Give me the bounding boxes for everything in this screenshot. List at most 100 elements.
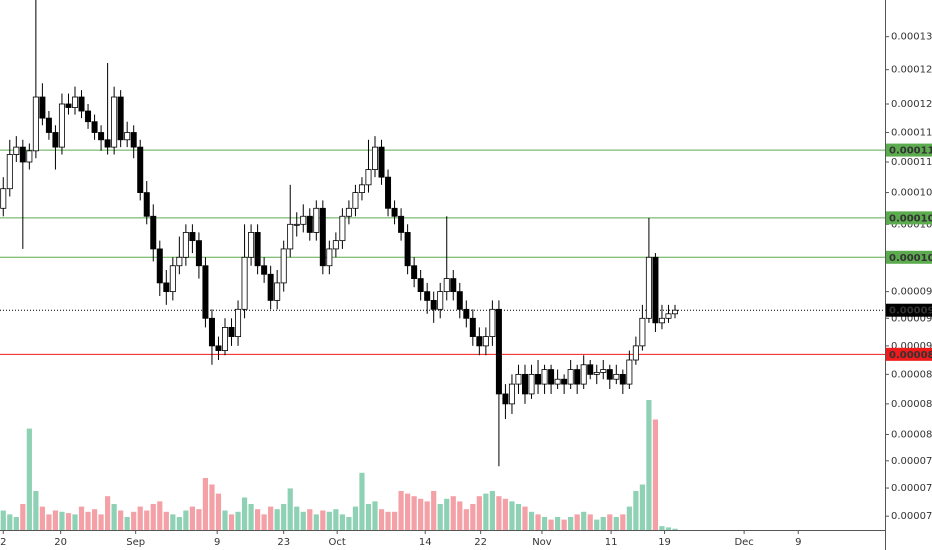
candle-body: [593, 372, 600, 375]
candle-body: [78, 96, 85, 112]
candle-body: [117, 96, 124, 141]
volume-bar: [548, 519, 554, 530]
candle-body: [195, 240, 202, 267]
candle-body: [274, 282, 281, 301]
volume-bar: [515, 504, 522, 530]
candle-body: [85, 110, 92, 123]
price-badge-label: 0.0000939: [889, 306, 932, 317]
volume-bar: [261, 514, 267, 530]
volume-bar: [613, 517, 619, 530]
candle-body: [665, 313, 672, 319]
candle-body: [221, 326, 228, 351]
candle-body: [39, 96, 46, 119]
candle-body: [98, 132, 105, 141]
volume-bar: [646, 400, 652, 530]
volume-bar: [424, 501, 430, 530]
candle-body: [528, 373, 535, 395]
candle-body: [52, 132, 59, 148]
candle-body: [45, 117, 52, 133]
candle-body: [613, 373, 620, 380]
volume-bar: [228, 514, 235, 530]
candle-body: [150, 215, 157, 250]
x-tick-label: 9: [214, 537, 220, 548]
candle-body: [437, 291, 444, 310]
candle-body: [287, 223, 294, 250]
volume-bar: [372, 501, 378, 530]
volume-bar: [535, 514, 541, 530]
candle-body: [235, 308, 242, 337]
candle-body: [267, 273, 274, 301]
candle-body: [280, 248, 287, 284]
candle-body: [65, 103, 72, 108]
candle-body: [137, 146, 144, 193]
volume-bar: [7, 514, 13, 530]
volume-bar: [13, 517, 19, 530]
volume-bar: [476, 496, 482, 530]
candle-body: [26, 150, 33, 163]
volume-bar: [437, 504, 443, 530]
volume-bar: [339, 514, 345, 530]
volume-bar: [235, 511, 241, 530]
volume-bar: [300, 511, 306, 530]
candle-body: [548, 369, 555, 385]
volume-bar: [385, 511, 391, 530]
candle-body: [626, 359, 633, 385]
candle-body: [176, 256, 183, 267]
volume-bar: [365, 504, 372, 530]
candle-body: [587, 364, 594, 375]
volume-bar: [359, 472, 365, 530]
y-tick-label: 0.0001300: [891, 32, 932, 43]
volume-bar: [489, 491, 495, 530]
candle-body: [567, 369, 574, 385]
volume-bar: [124, 517, 130, 530]
candle-body: [606, 369, 613, 380]
candle-body: [202, 265, 209, 319]
volume-bar: [568, 517, 574, 530]
volume-bar: [346, 517, 352, 530]
x-tick-label: 14: [419, 537, 432, 548]
volume-bar: [444, 498, 450, 530]
volume-bar: [111, 504, 117, 530]
candle-body: [600, 369, 607, 373]
candle-body: [371, 146, 378, 170]
volume-bar: [0, 510, 6, 530]
candle-body: [443, 278, 450, 293]
volume-bar: [137, 506, 143, 530]
volume-bar: [326, 511, 332, 530]
candle-body: [32, 96, 39, 152]
volume-bar: [215, 493, 222, 530]
volume-bar: [672, 528, 678, 530]
price-badge: [886, 211, 932, 225]
y-tick-label: 0.0000760: [891, 483, 932, 494]
volume-bar: [281, 504, 287, 530]
candle-body: [0, 188, 7, 209]
y-tick-label: 0.0000900: [891, 341, 932, 352]
volume-bar: [352, 506, 359, 530]
candle-body: [645, 256, 652, 319]
candle-body: [104, 139, 111, 148]
y-tick-label: 0.0001250: [891, 65, 932, 76]
volume-bar: [626, 506, 632, 530]
price-badge-label: 0.0001000: [889, 253, 932, 264]
volume-bar: [65, 513, 72, 530]
candle-body: [450, 278, 457, 293]
candle-body: [326, 248, 333, 267]
candle-body: [672, 309, 679, 315]
candle-body: [313, 207, 320, 233]
volume-bar: [202, 478, 209, 530]
volume-bar: [320, 510, 326, 530]
volume-bar: [222, 510, 228, 530]
volume-bar: [268, 506, 274, 530]
volume-bar: [248, 504, 254, 530]
candle-body: [574, 369, 581, 385]
candle-body: [306, 215, 313, 233]
volume-bar: [144, 510, 150, 530]
price-badge-label: 0.0001136: [889, 146, 932, 157]
candle-body: [215, 345, 222, 351]
candle-body: [502, 393, 509, 405]
volume-bar: [483, 493, 489, 530]
volume-bar: [418, 498, 424, 530]
volume-bar: [255, 509, 261, 530]
volume-bar: [509, 501, 515, 530]
